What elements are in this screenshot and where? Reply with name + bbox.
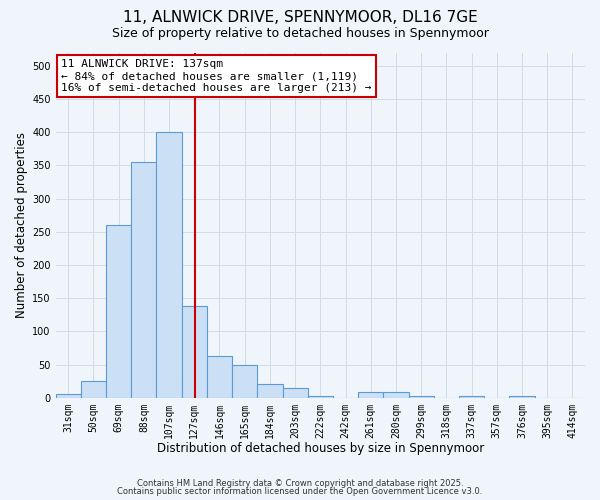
Text: 11, ALNWICK DRIVE, SPENNYMOOR, DL16 7GE: 11, ALNWICK DRIVE, SPENNYMOOR, DL16 7GE	[122, 10, 478, 25]
Bar	[509, 396, 535, 398]
Bar	[308, 396, 333, 398]
Text: Contains HM Land Registry data © Crown copyright and database right 2025.: Contains HM Land Registry data © Crown c…	[137, 478, 463, 488]
Bar	[56, 394, 81, 398]
Bar	[106, 225, 131, 398]
Bar	[409, 396, 434, 398]
Text: Contains public sector information licensed under the Open Government Licence v3: Contains public sector information licen…	[118, 487, 482, 496]
X-axis label: Distribution of detached houses by size in Spennymoor: Distribution of detached houses by size …	[157, 442, 484, 455]
Bar	[383, 392, 409, 398]
Bar	[81, 381, 106, 398]
Bar	[283, 388, 308, 398]
Bar	[459, 396, 484, 398]
Bar	[358, 392, 383, 398]
Bar	[232, 364, 257, 398]
Text: Size of property relative to detached houses in Spennymoor: Size of property relative to detached ho…	[112, 28, 488, 40]
Bar	[131, 162, 157, 398]
Bar	[182, 306, 207, 398]
Bar	[157, 132, 182, 398]
Y-axis label: Number of detached properties: Number of detached properties	[15, 132, 28, 318]
Bar	[207, 356, 232, 398]
Text: 11 ALNWICK DRIVE: 137sqm
← 84% of detached houses are smaller (1,119)
16% of sem: 11 ALNWICK DRIVE: 137sqm ← 84% of detach…	[61, 60, 371, 92]
Bar	[257, 384, 283, 398]
